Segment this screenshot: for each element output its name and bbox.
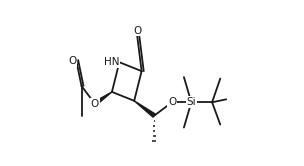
Text: HN: HN [104, 57, 119, 67]
Polygon shape [94, 92, 112, 105]
Text: O: O [133, 26, 141, 36]
Text: O: O [168, 97, 176, 107]
Text: O: O [68, 56, 76, 66]
Text: O: O [91, 99, 99, 109]
Polygon shape [134, 101, 155, 117]
Text: Si: Si [187, 97, 196, 107]
